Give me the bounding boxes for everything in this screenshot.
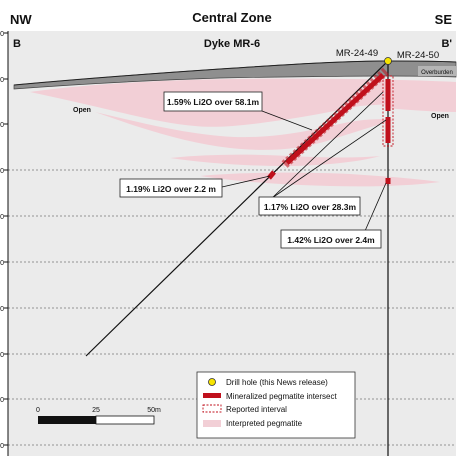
leader-lines	[221, 91, 387, 232]
topography-line	[13, 60, 457, 86]
elevation-ticks	[4, 32, 8, 446]
drill-hole-label-mr-24-49: MR-24-49	[336, 48, 378, 59]
open-label-right: Open	[431, 113, 449, 120]
intercept-box-3	[258, 196, 361, 216]
intersect-bar-mr-24-50-lower	[385, 117, 391, 143]
corner-label-se: SE	[435, 12, 453, 27]
elevation-tick-label: 0	[0, 397, 4, 404]
intersect-bar-mr-24-50-deep	[385, 178, 391, 184]
legend-label-interpreted: Interpreted pegmatite	[226, 419, 303, 428]
intercept-label-4: 1.42% Li2O over 2.4m	[287, 235, 375, 245]
intercept-box-1	[163, 91, 263, 112]
elevation-tick-label: 0	[0, 214, 4, 221]
intercept-label-1: 1.59% Li2O over 58.1m	[167, 97, 260, 107]
elevation-tick-label: 0	[0, 168, 4, 175]
elevation-tick-labels: 0 0 0 0 0 0 0 0 0 0	[0, 31, 4, 450]
scale-label-50: 50m	[147, 407, 161, 414]
reported-interval-mr-24-50	[382, 75, 394, 147]
intersect-bar-mr-24-49-lower	[267, 170, 276, 180]
elevation-tick-label: 0	[0, 306, 4, 313]
section-start-label: B	[13, 38, 21, 50]
drill-collar	[384, 57, 392, 65]
dashed-red-box-icon	[202, 404, 222, 413]
yellow-dot-icon	[208, 378, 216, 386]
legend-label-drill-hole: Drill hole (this News release)	[226, 378, 328, 387]
red-bar-icon	[203, 393, 221, 398]
overburden-label: Overburden	[421, 70, 453, 76]
scale-bar: 0 25 50m	[36, 407, 161, 425]
reported-interval-mr-24-49	[279, 67, 390, 170]
scale-label-0: 0	[36, 407, 40, 414]
intercept-label-2: 1.19% Li2O over 2.2 m	[126, 184, 216, 194]
intercept-box-4	[280, 229, 382, 249]
pink-fill-icon	[203, 420, 221, 427]
dyke-label: Dyke MR-6	[204, 38, 260, 50]
elevation-tick-label: 0	[0, 443, 4, 450]
drill-hole-label-mr-24-50: MR-24-50	[397, 50, 439, 61]
elevation-tick-label: 0	[0, 122, 4, 129]
section-end-label: B'	[441, 38, 452, 50]
scale-label-25: 25	[92, 407, 100, 414]
legend: Drill hole (this News release) Mineraliz…	[196, 371, 356, 439]
overburden-label-box	[418, 66, 456, 76]
elevation-tick-label: 0	[0, 77, 4, 84]
intercept-box-2	[119, 178, 223, 198]
elevation-tick-label: 0	[0, 31, 4, 38]
intercept-label-3: 1.17% Li2O over 28.3m	[264, 202, 357, 212]
corner-label-nw: NW	[10, 12, 32, 27]
intersect-bar-mr-24-50-upper	[385, 79, 391, 111]
figure-title: Central Zone	[192, 10, 271, 25]
open-label-left: Open	[73, 107, 91, 114]
elevation-tick-label: 0	[0, 352, 4, 359]
elevation-tick-label: 0	[0, 260, 4, 267]
legend-label-reported: Reported interval	[226, 405, 287, 414]
legend-label-intersect: Mineralized pegmatite intersect	[226, 392, 337, 401]
